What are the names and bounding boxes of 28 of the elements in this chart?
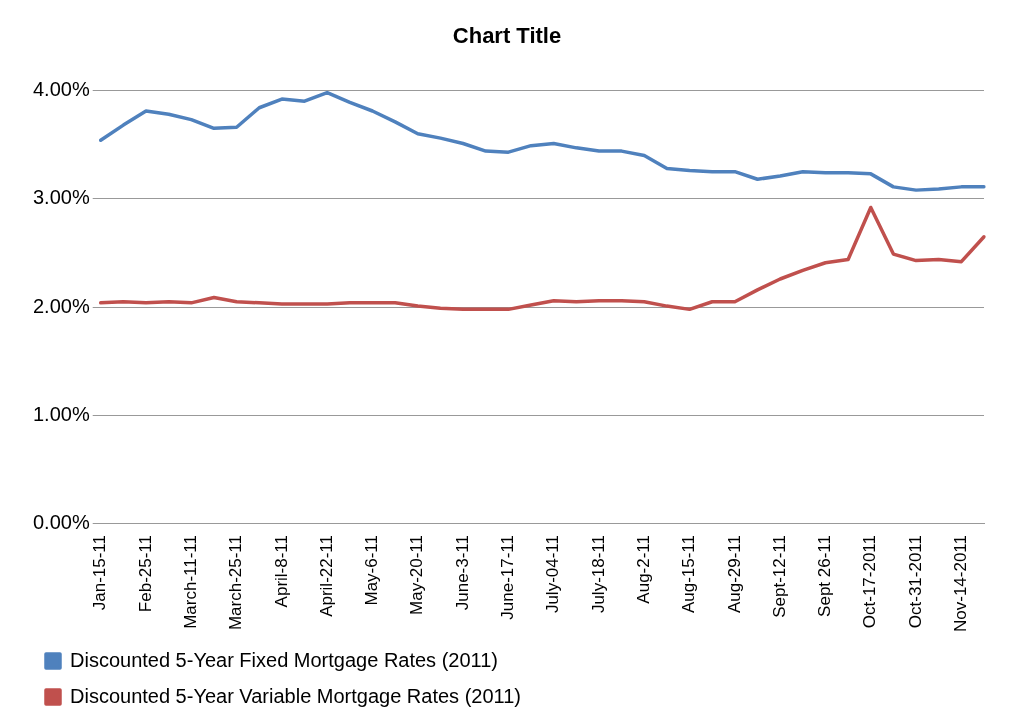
x-tick-label: Nov-14-2011	[951, 534, 971, 633]
x-tick-label: Sept 26-11	[815, 534, 835, 617]
x-tick-label: June-3-11	[452, 534, 472, 611]
x-tick-label: Aug-2-11	[633, 534, 653, 604]
y-tick-label: 3.00%	[32, 186, 90, 209]
x-tick-label: Feb-25-11	[135, 534, 155, 613]
x-tick-label: May-6-11	[362, 534, 382, 606]
x-tick-label: May-20-11	[407, 534, 427, 615]
y-tick-label: 4.00%	[32, 77, 90, 100]
x-tick-label: July-18-11	[588, 534, 608, 614]
x-tick-label: Jan-15-11	[90, 534, 110, 611]
x-tick-label: Oct-31-2011	[905, 534, 925, 629]
x-tick-label: Aug-15-11	[679, 534, 699, 614]
x-tick-label: Aug-29-11	[724, 534, 744, 614]
x-tick-label: Sept-12-11	[769, 534, 789, 618]
y-tick-label: 0.00%	[32, 511, 90, 534]
x-tick-label: April-22-11	[316, 534, 336, 617]
x-tick-label: June-17-11	[498, 534, 518, 620]
legend-label: Discounted 5-Year Variable Mortgage Rates (2011)	[70, 684, 521, 707]
y-tick-label: 2.00%	[32, 294, 90, 317]
x-tick-label: March-11-11	[180, 534, 200, 629]
chart-title: Chart Title	[452, 23, 562, 49]
y-tick-label: 1.00%	[32, 403, 90, 426]
legend-label: Discounted 5-Year Fixed Mortgage Rates (2011)	[70, 648, 499, 671]
x-tick-label: Oct-17-2011	[860, 534, 880, 629]
x-tick-label: March-25-11	[226, 534, 246, 631]
x-tick-label: April-8-11	[271, 534, 291, 608]
x-tick-label: July-04-11	[543, 534, 563, 614]
